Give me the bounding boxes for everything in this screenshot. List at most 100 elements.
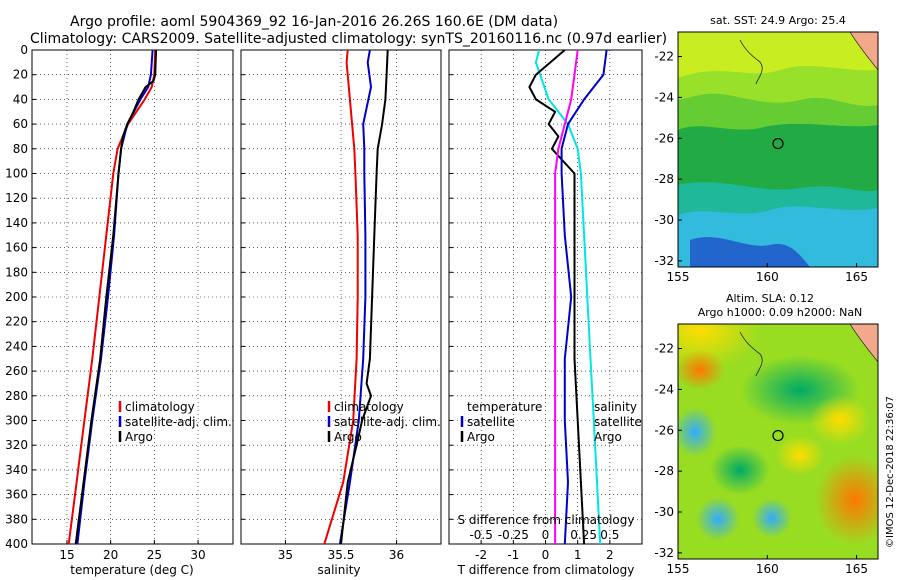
map-y-tick-label: -24 <box>654 382 674 396</box>
y-tick-label: 20 <box>13 68 28 82</box>
y-tick-label: 300 <box>5 414 28 428</box>
sla-patch <box>752 498 792 538</box>
temperature-tick-labels: 15 20 25 30 <box>59 548 205 562</box>
salinity-tick-labels: 35 35.5 36 <box>278 548 404 562</box>
top-tick-label: -0.5 <box>469 528 492 542</box>
series-line-argo <box>340 50 389 544</box>
series-line-temperature-argo <box>528 50 586 544</box>
sla-patch <box>710 445 770 495</box>
temperature-xlabel: temperature (deg C) <box>70 563 193 577</box>
series-line-argo <box>74 50 158 544</box>
sst-map-frame <box>677 31 879 268</box>
salinity-panel: 35 35.5 36 salinity climatologysatellite-a… <box>240 49 442 577</box>
map-x-tick-label: 165 <box>845 270 868 284</box>
y-tick-label: 100 <box>5 167 28 181</box>
sst-cold-patch <box>690 237 810 267</box>
map-y-tick-label: -28 <box>654 172 674 186</box>
map-y-tick-label: -24 <box>654 90 674 104</box>
map-y-tick-label: -22 <box>654 50 674 64</box>
legend-left-label: satellite <box>467 415 515 429</box>
sla-patch <box>810 395 870 445</box>
legend-left-label: Argo <box>467 430 495 444</box>
sla-patch <box>815 455 878 545</box>
difference-lines <box>528 50 608 544</box>
y-tick-label: 240 <box>5 339 28 353</box>
salinity-lines <box>323 50 389 544</box>
map-y-tick-label: -30 <box>654 505 674 519</box>
sla-bathy-contour <box>739 331 763 377</box>
series-line-climatology <box>67 50 157 544</box>
y-tick-label: 140 <box>5 216 28 230</box>
legend-right-label: Argo <box>594 430 622 444</box>
y-tick-label: 80 <box>13 142 28 156</box>
map-y-tick-label: -26 <box>654 423 674 437</box>
legend-label: climatology <box>334 400 404 414</box>
x-tick-label: 2 <box>606 548 614 562</box>
x-tick-label: 1 <box>574 548 582 562</box>
x-tick-label: -2 <box>475 548 487 562</box>
sst-mid-band <box>678 93 878 130</box>
map-x-tick-label: 160 <box>756 562 779 576</box>
y-tick-label: 160 <box>5 241 28 255</box>
y-tick-label: 280 <box>5 389 28 403</box>
figure-title-line1: Argo profile: aoml 5904369_92 16-Jan-201… <box>70 14 558 30</box>
sla-map-title-line1: Altim. SLA: 0.12 <box>726 292 814 305</box>
y-tick-label: 340 <box>5 463 28 477</box>
t-difference-tick-labels: -2 -1 0 1 2 <box>475 548 613 562</box>
temperature-panel: 0 20 40 60 80 100 120 140 160 180 200 220 240 260 280 3… <box>5 43 234 577</box>
y-tick-label: 120 <box>5 191 28 205</box>
x-tick-label: 25 <box>147 548 162 562</box>
figure-title-line2: Climatology: CARS2009. Satellite-adjuste… <box>30 31 667 47</box>
sla-patch <box>678 350 725 390</box>
difference-grid <box>449 50 642 544</box>
y-tick-label: 320 <box>5 438 28 452</box>
x-tick-label: 20 <box>103 548 118 562</box>
x-tick-label: 15 <box>59 548 74 562</box>
legend-left-title: temperature <box>467 400 542 414</box>
legend-label: Argo <box>334 430 362 444</box>
legend-label: satellite-adj. clim. <box>334 415 441 429</box>
series-line-temperature-satellite <box>534 50 602 544</box>
argo-position-marker <box>772 137 784 150</box>
y-tick-label: 180 <box>5 265 28 279</box>
y-tick-label: 380 <box>5 512 28 526</box>
map-y-tick-label: -22 <box>654 342 674 356</box>
sla-land-coast <box>849 324 878 363</box>
map-y-tick-label: -26 <box>654 131 674 145</box>
sla-heatmap <box>678 324 878 559</box>
sst-map-title: sat. SST: 24.9 Argo: 25.4 <box>710 14 846 27</box>
sst-bathy-contour <box>739 39 763 85</box>
x-tick-label: 0 <box>542 548 550 562</box>
map-x-tick-label: 155 <box>667 562 690 576</box>
imos-watermark: ©IMOS 12-Dec-2018 22:36:07 <box>885 396 896 548</box>
y-tick-label: 60 <box>13 117 28 131</box>
temperature-lines <box>67 50 158 544</box>
sla-map-frame <box>677 323 879 560</box>
temperature-grid <box>32 50 233 544</box>
sst-map-panel: sat. SST: 24.9 Argo: 25.4 155 160 165 -22 -2… <box>654 14 879 284</box>
sst-warmest-band <box>678 32 878 78</box>
legend-label: climatology <box>125 400 195 414</box>
sla-map-panel: Altim. SLA: 0.12 Argo h1000: 0.09 h2000:… <box>654 292 879 576</box>
x-tick-label: -1 <box>507 548 519 562</box>
y-tick-label: 400 <box>5 537 28 551</box>
map-y-tick-label: -32 <box>654 254 674 268</box>
sla-patch <box>696 497 740 541</box>
s-difference-xlabel: S difference from climatology <box>458 513 635 527</box>
y-tick-label: 360 <box>5 488 28 502</box>
map-y-tick-label: -32 <box>654 546 674 560</box>
map-y-tick-label: -28 <box>654 464 674 478</box>
sst-map-ticks: 155 160 165 -22 -24 -26 -28 -30 -32 <box>654 50 868 284</box>
sla-patch <box>678 407 717 457</box>
legend-label: Argo <box>125 430 153 444</box>
map-y-tick-label: -30 <box>654 213 674 227</box>
x-tick-label: 36 <box>389 548 404 562</box>
top-tick-label: -0.25 <box>498 528 529 542</box>
y-tick-label: 260 <box>5 364 28 378</box>
sla-map-ticks: 155 160 165 -22 -24 -26 -28 -30 -32 <box>654 342 868 576</box>
map-x-tick-label: 160 <box>756 270 779 284</box>
depth-tick-labels: 0 20 40 60 80 100 120 140 160 180 200 220 240 260 280 3… <box>5 43 28 551</box>
